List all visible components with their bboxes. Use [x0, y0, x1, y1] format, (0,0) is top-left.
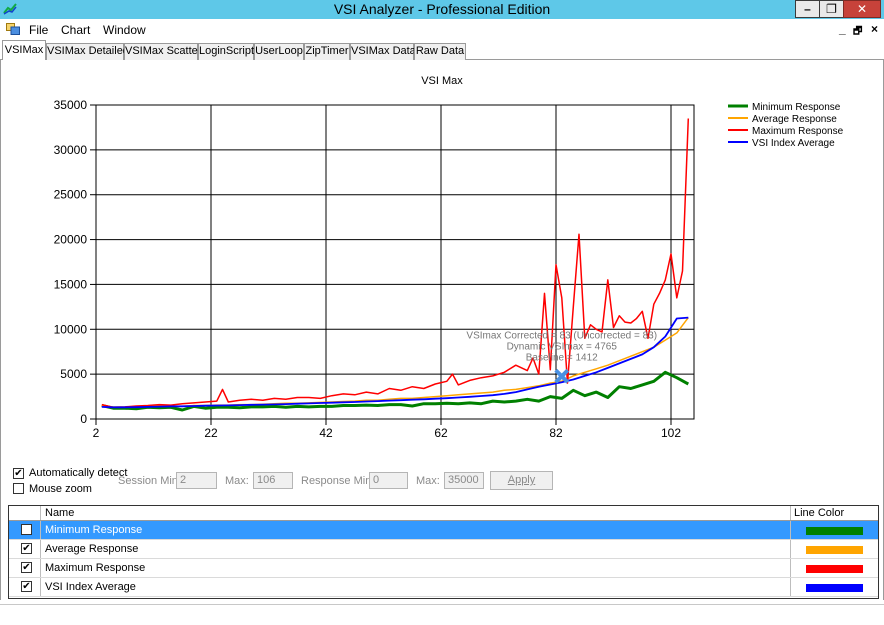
menu-chart[interactable]: Chart [61, 23, 91, 37]
auto-detect-checkbox[interactable]: ✔ [13, 468, 24, 479]
series-visible-checkbox[interactable]: ✔ [21, 524, 32, 535]
y-tick-label: 30000 [54, 143, 88, 157]
column-header-name[interactable]: Name [45, 507, 75, 519]
response-min-label: Response Min: [301, 475, 375, 487]
chart-gridlines [95, 104, 694, 420]
tab-loginscript[interactable]: LoginScript [198, 43, 254, 60]
table-row[interactable]: ✔ Minimum Response [9, 521, 878, 540]
menu-bar: File Chart Window _ 🗗 × [0, 19, 884, 40]
line-color-swatch[interactable] [806, 546, 863, 554]
x-tick-label: 62 [434, 426, 448, 440]
tab-vsimax-detailed[interactable]: VSIMax Detailed [46, 43, 129, 60]
x-tick-label: 22 [204, 426, 218, 440]
grid-header: Name Line Color [9, 506, 878, 521]
menu-window[interactable]: Window [103, 23, 146, 37]
chart-annotations: VSImax Corrected = 83 (Uncorrected = 83)… [466, 330, 657, 384]
x-tick-label: 82 [549, 426, 563, 440]
legend-entry: Average Response [752, 114, 837, 125]
session-min-label: Session Min: [118, 475, 181, 487]
line-color-swatch[interactable] [806, 527, 863, 535]
line-color-swatch[interactable] [806, 565, 863, 573]
series-name: Minimum Response [45, 524, 143, 536]
document-window-icon[interactable] [6, 23, 20, 35]
response-min-input[interactable]: 0 [369, 472, 408, 489]
plot-frame [95, 104, 695, 420]
table-row[interactable]: ✔ Average Response [9, 540, 878, 559]
chart-title: VSI Max [421, 75, 463, 87]
series-name: Maximum Response [45, 562, 146, 574]
series-visible-checkbox[interactable]: ✔ [21, 543, 32, 554]
annotation-label: Dynamic VSImax = 4765 [507, 341, 618, 352]
session-max-label: Max: [225, 475, 249, 487]
series-name: VSI Index Average [45, 581, 136, 593]
session-max-input[interactable]: 106 [253, 472, 293, 489]
response-max-label: Max: [416, 475, 440, 487]
legend-entry: Maximum Response [752, 126, 844, 137]
window-title: VSI Analyzer - Professional Edition [333, 1, 551, 17]
apply-button[interactable]: Apply [490, 471, 553, 490]
tab-userloop[interactable]: UserLoop [254, 43, 304, 60]
vsimax-marker [554, 368, 570, 384]
table-row[interactable]: ✔ Maximum Response [9, 559, 878, 578]
series-line [101, 118, 690, 409]
close-button[interactable]: ✕ [843, 0, 881, 18]
x-tick-label: 42 [319, 426, 333, 440]
tab-strip: VSIMax VSIMax Detailed VSIMax Scatter Lo… [0, 40, 884, 61]
restore-button[interactable]: ❐ [819, 0, 844, 18]
menu-file[interactable]: File [29, 23, 49, 37]
app-logo-icon [3, 3, 17, 15]
series-line [101, 370, 690, 412]
y-tick-label: 25000 [54, 188, 88, 202]
y-tick-label: 20000 [54, 233, 88, 247]
tab-vsimax-data[interactable]: VSIMax Data [350, 43, 416, 60]
y-tick-label: 0 [80, 412, 87, 426]
series-name: Average Response [45, 543, 139, 555]
auto-detect-label: Automatically detect [29, 467, 128, 479]
column-header-line-color[interactable]: Line Color [794, 507, 845, 519]
session-min-input[interactable]: 2 [176, 472, 217, 489]
y-tick-label: 10000 [54, 322, 88, 336]
x-tick-label: 2 [93, 426, 100, 440]
mdi-minimize-button[interactable]: _ [839, 22, 846, 36]
title-bar: VSI Analyzer - Professional Edition – ❐ … [0, 0, 884, 19]
response-max-input[interactable]: 35000 [444, 472, 484, 489]
line-color-swatch[interactable] [806, 584, 863, 592]
status-bar [0, 604, 884, 625]
series-grid: Name Line Color ✔ Minimum Response ✔ Averag… [8, 505, 879, 599]
tab-vsimax-scatter[interactable]: VSIMax Scatter [124, 43, 201, 60]
x-tick-label: 102 [661, 426, 681, 440]
vsimax-chart[interactable]: VSI Max 0 5000 10000 15000 20000 25000 30000 35… [0, 60, 884, 445]
chart-controls: ✔ Automatically detect Mouse zoom Sessio… [0, 462, 884, 502]
mdi-close-button[interactable]: × [871, 22, 879, 36]
mouse-zoom-label: Mouse zoom [29, 483, 92, 495]
tab-raw-data[interactable]: Raw Data [414, 43, 466, 60]
legend-entry: Minimum Response [752, 102, 841, 113]
y-tick-label: 35000 [54, 98, 88, 112]
series-line [101, 316, 689, 409]
tab-ziptimer[interactable]: ZipTimer [304, 43, 350, 60]
annotation-label: Baseline = 1412 [526, 352, 598, 363]
minimize-button[interactable]: – [795, 0, 820, 18]
annotation-label: VSImax Corrected = 83 (Uncorrected = 83) [466, 330, 657, 341]
y-tick-label: 5000 [60, 367, 87, 381]
mouse-zoom-checkbox[interactable] [13, 483, 24, 494]
tab-vsimax[interactable]: VSIMax [2, 40, 46, 61]
table-row[interactable]: ✔ VSI Index Average [9, 578, 878, 597]
mdi-restore-button[interactable]: 🗗 [853, 26, 863, 37]
series-visible-checkbox[interactable]: ✔ [21, 562, 32, 573]
chart-series [101, 118, 690, 412]
y-tick-label: 15000 [54, 277, 88, 291]
legend-entry: VSI Index Average [752, 138, 835, 149]
series-visible-checkbox[interactable]: ✔ [21, 581, 32, 592]
